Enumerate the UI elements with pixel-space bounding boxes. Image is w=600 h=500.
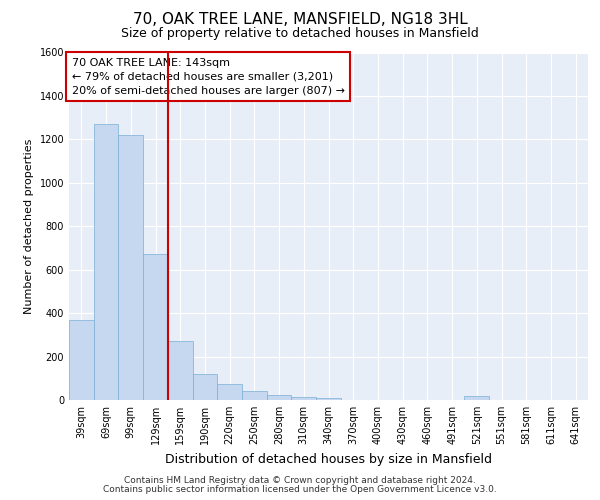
Bar bbox=[217, 384, 242, 400]
Y-axis label: Number of detached properties: Number of detached properties bbox=[24, 138, 34, 314]
Bar bbox=[94, 124, 118, 400]
Bar bbox=[118, 135, 143, 400]
X-axis label: Distribution of detached houses by size in Mansfield: Distribution of detached houses by size … bbox=[165, 452, 492, 466]
Bar bbox=[242, 392, 267, 400]
Bar bbox=[292, 396, 316, 400]
Bar bbox=[168, 342, 193, 400]
Text: 70, OAK TREE LANE, MANSFIELD, NG18 3HL: 70, OAK TREE LANE, MANSFIELD, NG18 3HL bbox=[133, 12, 467, 28]
Bar bbox=[193, 374, 217, 400]
Bar bbox=[267, 394, 292, 400]
Text: Contains public sector information licensed under the Open Government Licence v3: Contains public sector information licen… bbox=[103, 485, 497, 494]
Bar bbox=[464, 396, 489, 400]
Text: Size of property relative to detached houses in Mansfield: Size of property relative to detached ho… bbox=[121, 28, 479, 40]
Bar bbox=[143, 254, 168, 400]
Text: Contains HM Land Registry data © Crown copyright and database right 2024.: Contains HM Land Registry data © Crown c… bbox=[124, 476, 476, 485]
Bar bbox=[69, 320, 94, 400]
Text: 70 OAK TREE LANE: 143sqm
← 79% of detached houses are smaller (3,201)
20% of sem: 70 OAK TREE LANE: 143sqm ← 79% of detach… bbox=[71, 58, 344, 96]
Bar bbox=[316, 398, 341, 400]
